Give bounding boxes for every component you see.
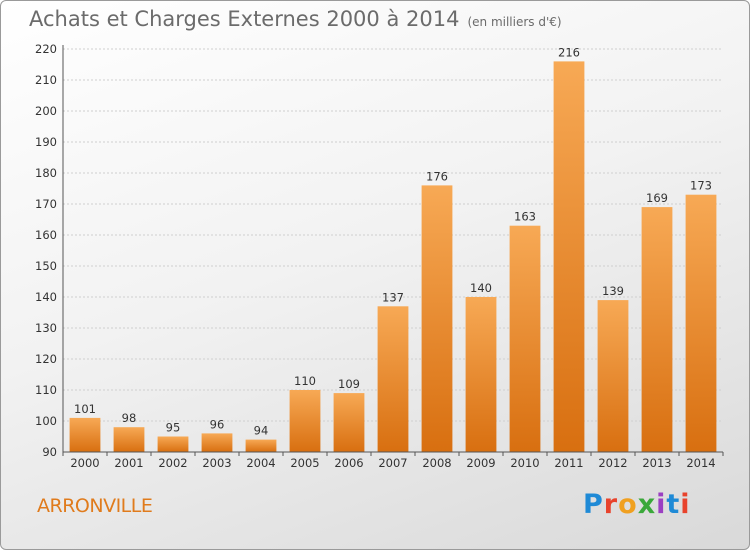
bar-value-label: 94: [254, 424, 269, 438]
y-tick-label: 130: [35, 321, 57, 335]
x-tick-label: 2006: [334, 456, 363, 470]
bar-2004[interactable]: [245, 439, 277, 452]
bar-value-label: 176: [426, 169, 448, 183]
bar-value-label: 139: [602, 284, 624, 298]
bar-value-label: 96: [210, 417, 225, 431]
bars: [69, 61, 717, 453]
y-tick-label: 160: [35, 228, 57, 242]
x-tick-label: 2013: [642, 456, 671, 470]
logo-letter: r: [603, 489, 619, 520]
logo-letter: i: [680, 489, 691, 520]
x-tick-label: 2014: [686, 456, 715, 470]
logo-letter: x: [637, 489, 657, 520]
y-tick-label: 140: [35, 290, 57, 304]
y-tick-label: 210: [35, 73, 57, 87]
bar-value-label: 163: [514, 210, 536, 224]
bar-value-label: 101: [74, 402, 96, 416]
gridlines: [63, 48, 723, 453]
bar-value-label: 216: [558, 45, 580, 59]
y-tick-label: 110: [35, 383, 57, 397]
x-tick-label: 2002: [158, 456, 187, 470]
y-tick-label: 180: [35, 166, 57, 180]
chart-title-text: Achats et Charges Externes 2000 à 2014: [29, 7, 460, 31]
y-tick-label: 220: [35, 42, 57, 56]
bar-value-label: 137: [382, 290, 404, 304]
y-tick-label: 200: [35, 104, 57, 118]
x-tick-label: 2004: [246, 456, 275, 470]
bar-2013[interactable]: [641, 207, 673, 452]
y-tick-label: 90: [42, 445, 57, 459]
bar-value-label: 98: [122, 411, 137, 425]
bar-2000[interactable]: [69, 417, 101, 452]
bar-2014[interactable]: [685, 194, 717, 452]
bar-2006[interactable]: [333, 393, 365, 452]
bar-2005[interactable]: [289, 390, 321, 452]
x-tick-label: 2003: [202, 456, 231, 470]
x-tick-label: 2008: [422, 456, 451, 470]
bar-2002[interactable]: [157, 436, 189, 453]
bar-2007[interactable]: [377, 306, 409, 452]
bar-2012[interactable]: [597, 300, 629, 452]
logo-letter: o: [618, 489, 638, 520]
bar-value-label: 110: [294, 374, 316, 388]
bar-value-label: 95: [166, 421, 181, 435]
x-tick-label: 2000: [70, 456, 99, 470]
x-tick-label: 2011: [554, 456, 583, 470]
chart-title: Achats et Charges Externes 2000 à 2014 (e…: [29, 7, 562, 31]
x-tick-label: 2001: [114, 456, 143, 470]
x-tick-label: 2012: [598, 456, 627, 470]
bar-2008[interactable]: [421, 185, 453, 452]
y-tick-label: 190: [35, 135, 57, 149]
bar-value-label: 140: [470, 281, 492, 295]
chart-subtitle: (en milliers d'€): [467, 15, 562, 29]
logo-letter: t: [666, 489, 681, 520]
bar-2001[interactable]: [113, 427, 145, 452]
axes: 90 100 110 120 130 140 150 160 170 180 190 200 210 22…: [35, 42, 724, 470]
bar-2010[interactable]: [509, 225, 541, 452]
logo-letter: i: [656, 489, 667, 520]
proxiti-logo[interactable]: Proxiti: [583, 489, 691, 520]
y-tick-label: 170: [35, 197, 57, 211]
bar-value-label: 109: [338, 377, 360, 391]
bar-2009[interactable]: [465, 297, 497, 452]
bar-value-label: 173: [690, 179, 712, 193]
y-tick-label: 120: [35, 352, 57, 366]
bar-2011[interactable]: [553, 61, 585, 453]
x-tick-label: 2007: [378, 456, 407, 470]
location-name: ARRONVILLE: [37, 495, 153, 517]
data-labels: 101 98 95 96 94 110 109 137 176 140 163 216 139 169 17…: [74, 45, 712, 437]
x-tick-label: 2009: [466, 456, 495, 470]
y-tick-label: 150: [35, 259, 57, 273]
bar-2003[interactable]: [201, 433, 233, 452]
logo-letter: P: [583, 489, 604, 520]
x-tick-label: 2010: [510, 456, 539, 470]
x-tick-label: 2005: [290, 456, 319, 470]
y-tick-label: 100: [35, 414, 57, 428]
bar-value-label: 169: [646, 191, 668, 205]
